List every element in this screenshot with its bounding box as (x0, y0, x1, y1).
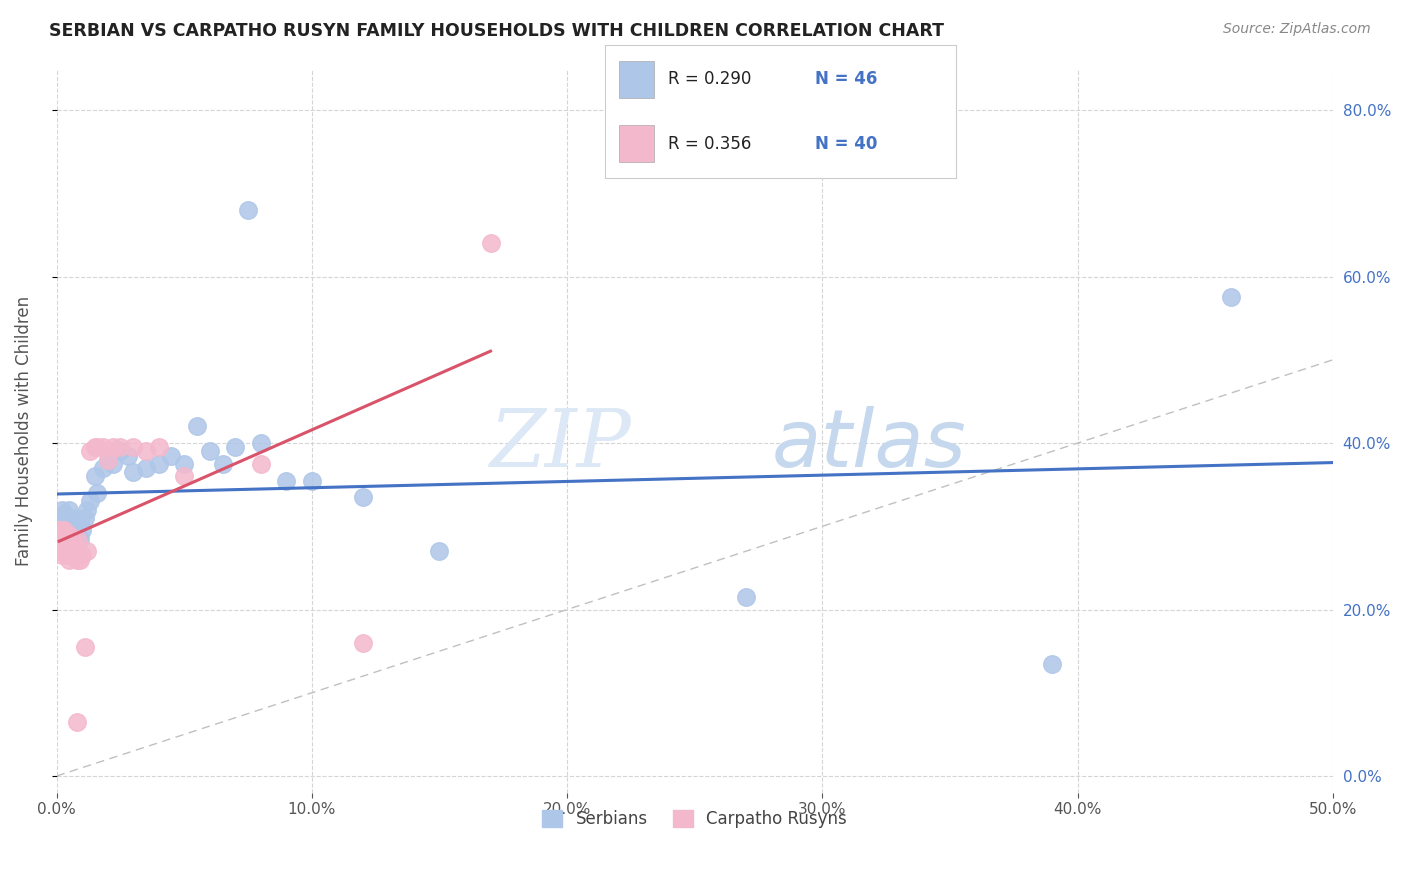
Point (51, 536, 73, 550)
Point (117, 449, 139, 463)
Point (66, 519, 89, 533)
Text: N = 40: N = 40 (815, 135, 877, 153)
Point (58, 536, 80, 550)
Point (1219, 290, 1241, 304)
Point (66, 527, 89, 541)
Point (70, 549, 93, 563)
Point (91, 440, 114, 454)
Point (249, 457, 271, 471)
Point (173, 457, 195, 471)
Point (53, 544, 76, 558)
Point (58, 552, 80, 566)
Point (97, 452, 120, 467)
Point (79, 494, 101, 508)
Text: ZIP: ZIP (489, 407, 631, 483)
Point (249, 436, 271, 450)
Point (236, 202, 259, 217)
Point (76, 502, 98, 516)
Point (73, 511, 96, 525)
Point (60, 549, 83, 563)
FancyBboxPatch shape (619, 125, 654, 162)
Point (110, 444, 132, 458)
Text: R = 0.290: R = 0.290 (668, 70, 751, 88)
Point (66, 714, 89, 729)
Text: N = 46: N = 46 (815, 70, 877, 88)
Text: SERBIAN VS CARPATHO RUSYN FAMILY HOUSEHOLDS WITH CHILDREN CORRELATION CHART: SERBIAN VS CARPATHO RUSYN FAMILY HOUSEHO… (49, 22, 945, 40)
Point (97, 452, 120, 467)
Point (48, 515, 70, 529)
Point (63, 511, 86, 525)
Point (51, 524, 73, 538)
Point (301, 474, 323, 488)
Point (58, 524, 80, 538)
Point (135, 461, 157, 475)
Text: R = 0.356: R = 0.356 (668, 135, 751, 153)
Point (60, 515, 83, 529)
Point (66, 552, 89, 566)
Text: Source: ZipAtlas.com: Source: ZipAtlas.com (1223, 22, 1371, 37)
Point (56, 540, 79, 554)
Point (53, 524, 76, 538)
Point (211, 457, 233, 471)
Point (186, 419, 208, 434)
Point (173, 469, 195, 483)
Point (135, 444, 157, 458)
Point (66, 532, 89, 546)
Point (198, 444, 221, 458)
Point (48, 524, 70, 538)
Point (69, 552, 91, 566)
Point (734, 590, 756, 604)
Point (352, 636, 374, 650)
Y-axis label: Family Households with Children: Family Households with Children (15, 295, 32, 566)
Point (63, 544, 86, 558)
Point (91, 461, 114, 475)
Point (101, 457, 124, 471)
Point (51, 549, 73, 563)
Point (110, 440, 132, 454)
Point (69, 515, 91, 529)
Point (60, 532, 83, 546)
Point (224, 440, 246, 454)
FancyBboxPatch shape (619, 61, 654, 98)
Point (51, 502, 73, 516)
Point (86, 486, 108, 500)
Point (56, 532, 79, 546)
Point (148, 457, 170, 471)
Point (122, 465, 145, 479)
Point (73, 640, 96, 654)
Point (76, 544, 98, 558)
Point (83, 469, 105, 483)
Point (148, 440, 170, 454)
Point (53, 511, 76, 525)
Point (60, 540, 83, 554)
Point (56, 549, 79, 563)
Point (70, 524, 93, 538)
Point (429, 544, 451, 558)
Point (276, 474, 298, 488)
Point (60, 532, 83, 546)
Point (51, 524, 73, 538)
Point (69, 532, 91, 546)
Point (63, 536, 86, 550)
Point (79, 444, 101, 458)
Point (56, 511, 79, 525)
Legend: Serbians, Carpatho Rusyns: Serbians, Carpatho Rusyns (536, 804, 853, 835)
Point (86, 440, 108, 454)
Point (53, 507, 76, 521)
Point (53, 532, 76, 546)
Point (58, 527, 80, 541)
Point (122, 440, 145, 454)
Point (1040, 657, 1063, 671)
Point (83, 440, 105, 454)
Text: atlas: atlas (772, 406, 966, 484)
Point (352, 490, 374, 504)
Point (48, 544, 70, 558)
Point (58, 502, 80, 516)
Point (101, 440, 124, 454)
Point (479, 236, 502, 251)
Point (63, 524, 86, 538)
Point (160, 449, 183, 463)
Point (56, 519, 79, 533)
